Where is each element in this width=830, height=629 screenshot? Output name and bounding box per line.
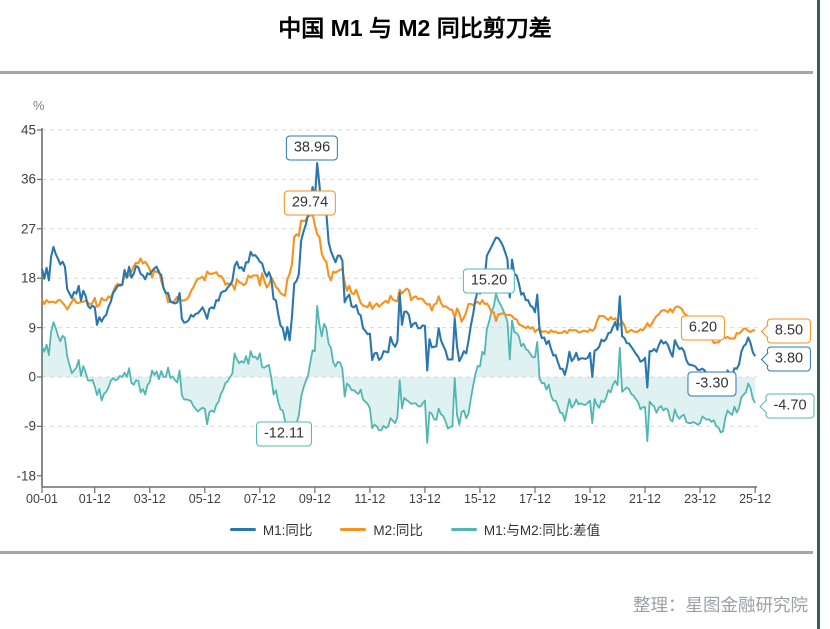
legend-line-swatch-icon [450, 527, 477, 531]
legend-label: M1:同比 [262, 523, 313, 538]
y-tick-label: 27 [20, 221, 36, 237]
x-tick-label: 17-12 [518, 492, 551, 506]
x-tick-label: 05-12 [188, 492, 221, 506]
x-tick-label: 25-12 [739, 492, 772, 506]
x-tick-label: 01-12 [78, 492, 111, 506]
legend-item: M1:同比 [229, 519, 313, 539]
data-label: 3.80 [760, 346, 812, 372]
x-tick-label: 11-12 [354, 492, 386, 506]
bottom-divider [0, 551, 813, 554]
diff-line [41, 292, 756, 445]
x-tick-label: 19-12 [574, 492, 606, 506]
page-edge-accent [817, 0, 820, 629]
data-label: 6.20 [680, 315, 726, 341]
x-tick-label: 21-12 [629, 492, 662, 506]
y-tick-label: 45 [20, 122, 36, 138]
y-tick-label: -9 [23, 418, 36, 434]
y-tick-label: 0 [28, 369, 36, 385]
legend-line-swatch-icon [229, 527, 256, 531]
top-divider [0, 71, 813, 74]
data-label: 8.50 [760, 318, 812, 344]
x-tick-label: 15-12 [463, 492, 496, 506]
x-tick-label: 00-01 [26, 492, 58, 506]
legend-label: M2:同比 [373, 523, 423, 538]
y-axis-unit-label: % [33, 98, 45, 113]
legend-line-swatch-icon [340, 527, 367, 531]
legend-item: M2:同比 [340, 519, 423, 539]
chart-legend: M1:同比 M2:同比 M1:与M2:同比:差值 [0, 519, 830, 539]
data-label: 29.74 [283, 190, 337, 216]
y-tick-label: 18 [20, 270, 36, 286]
data-label: -3.30 [687, 371, 737, 397]
x-tick-label: 09-12 [298, 492, 331, 506]
legend-label: M1:与M2:同比:差值 [483, 523, 601, 538]
data-label: 15.20 [462, 268, 516, 294]
y-tick-label: 9 [28, 320, 36, 336]
data-label: -12.11 [255, 421, 313, 447]
y-tick-label: -18 [16, 468, 36, 484]
x-tick-label: 23-12 [684, 492, 717, 506]
m1-line [40, 162, 757, 397]
legend-item: M1:与M2:同比:差值 [450, 519, 601, 539]
source-credit: 整理：星图金融研究院 [633, 595, 808, 615]
x-tick-label: 07-12 [243, 492, 276, 506]
x-tick-label: 13-12 [408, 492, 441, 506]
y-tick-label: 36 [20, 171, 36, 187]
data-label: 38.96 [285, 135, 339, 161]
chart-title: 中国 M1 与 M2 同比剪刀差 [278, 15, 552, 41]
data-label: -4.70 [758, 393, 815, 419]
x-tick-label: 03-12 [133, 492, 166, 506]
